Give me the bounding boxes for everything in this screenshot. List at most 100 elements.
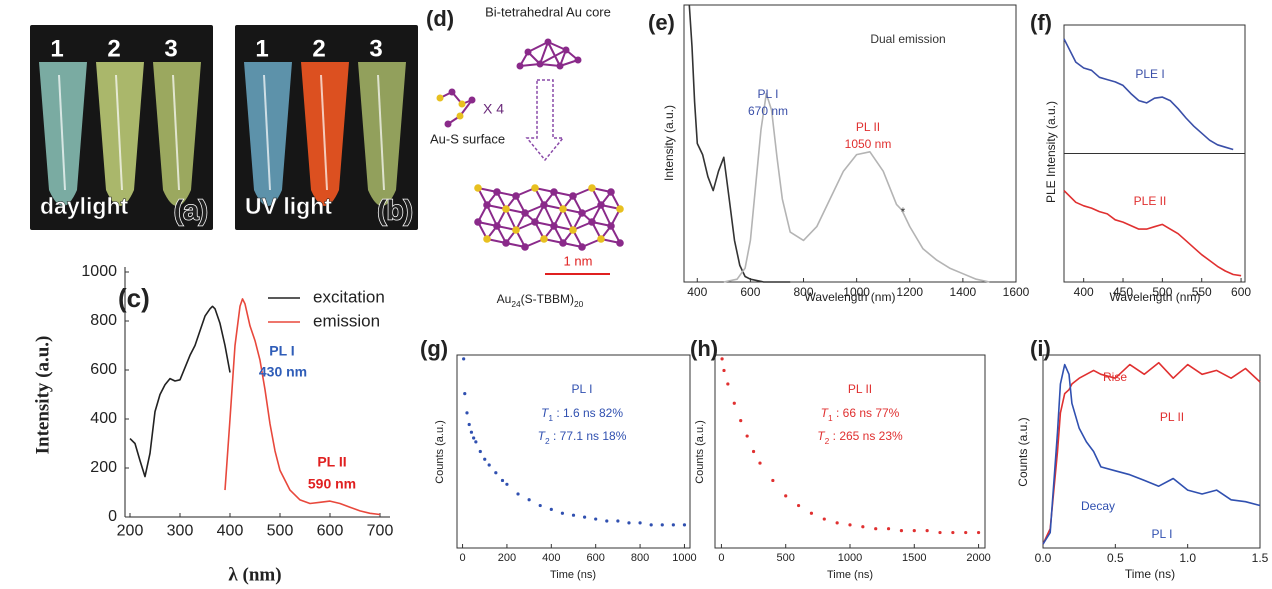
tube-number: 1 [50, 35, 63, 62]
atom [483, 201, 491, 209]
x-tick-label: 0.0 [1035, 551, 1052, 565]
tube-highlight [115, 74, 123, 191]
text-part: : 77.1 ns 18% [550, 429, 627, 443]
scatter-point [472, 436, 476, 440]
scatter-point [912, 529, 916, 533]
y-axis-label: Intensity (a.u.) [32, 336, 53, 455]
atom [493, 222, 501, 230]
atom [502, 239, 510, 247]
atom [540, 201, 548, 209]
x-tick-label: 500 [267, 523, 294, 540]
y-tick-label: 1000 [81, 263, 117, 280]
x-tick-label: 2000 [966, 552, 990, 564]
annotation: PL II [317, 454, 346, 470]
x-tick-label: 400 [1074, 285, 1094, 299]
text-part: 20 [574, 299, 584, 309]
series-label: PLE I [1135, 67, 1164, 81]
x-tick-label: 700 [367, 523, 394, 540]
annotation: PL II [1160, 410, 1184, 424]
x-tick-label: 1200 [896, 285, 923, 299]
atom [474, 184, 482, 192]
line-series [1063, 190, 1242, 277]
x-tick-label: 0 [459, 552, 465, 564]
y-tick-label: 800 [90, 312, 117, 329]
line-series [129, 305, 231, 478]
x-tick-label: 1.5 [1252, 551, 1269, 565]
bond [547, 41, 561, 67]
annotation: PL II [856, 120, 880, 134]
atom [516, 62, 524, 70]
x-tick-label: 800 [631, 552, 649, 564]
y-axis-label: Counts (a.u.) [1016, 417, 1030, 486]
text-part: (S-TBBM) [521, 292, 574, 306]
line-series [723, 92, 990, 283]
y-axis-label: PLE Intensity (a.u.) [1044, 101, 1058, 203]
text-part: T [541, 406, 550, 420]
scatter-point [925, 529, 929, 533]
text-part: 2 [825, 436, 830, 446]
scatter-point [809, 511, 814, 515]
x-tick-label: 600 [587, 552, 605, 564]
scatter-point [976, 530, 981, 535]
annotation: PL I [1152, 527, 1173, 541]
scatter-point [494, 471, 498, 475]
atom [597, 201, 605, 209]
scatter-point [465, 411, 469, 415]
scatter-point [682, 523, 687, 527]
plot-frame [456, 354, 691, 549]
text-part: : 265 ns 23% [829, 429, 903, 443]
x-tick-label: 400 [687, 285, 707, 299]
atom [550, 222, 558, 230]
photo-caption: daylight [40, 193, 129, 219]
tube-highlight [58, 74, 66, 191]
text-part: T [821, 406, 830, 420]
scatter-point [505, 482, 509, 486]
annotation: 670 nm [748, 104, 788, 118]
x-axis-label: Wavelength (nm) [1110, 290, 1201, 304]
scatter-point [938, 530, 942, 535]
x-axis-label: Wavelength (nm) [805, 290, 896, 304]
x-tick-label: 0 [718, 552, 724, 564]
text-part: 24 [511, 299, 521, 309]
annotation: PL I [758, 87, 779, 101]
annotation: * [901, 205, 906, 219]
atom [512, 192, 520, 200]
x-tick-label: 600 [1231, 285, 1251, 299]
y-axis-label: Intensity (a.u.) [662, 105, 676, 181]
scatter-point [483, 457, 487, 461]
panel-label: (h) [690, 336, 718, 361]
atom [556, 62, 564, 70]
bond [600, 204, 612, 227]
bond [543, 204, 555, 227]
tube-highlight [377, 74, 385, 191]
scatter-point [549, 507, 553, 511]
panel-label: (c) [118, 283, 150, 313]
x-tick-label: 1600 [1003, 285, 1030, 299]
x-tick-label: 1000 [843, 285, 870, 299]
bond [562, 208, 574, 231]
x-tick-label: 1400 [950, 285, 977, 299]
annotation: PL I [269, 343, 294, 359]
scatter-point [951, 530, 955, 535]
plot-frame [1042, 354, 1261, 549]
x-axis-label: λ (nm) [228, 564, 281, 585]
line-series [688, 4, 791, 283]
formula: Au24(S-TBBM)20 [497, 292, 584, 309]
scatter-point [660, 523, 664, 527]
atom [458, 100, 466, 108]
y-tick-label: 0 [108, 508, 117, 525]
atom [493, 188, 501, 196]
text-part: : 66 ns 77% [833, 406, 900, 420]
x-tick-label: 300 [167, 523, 194, 540]
annotation: T2 : 265 ns 23% [817, 429, 903, 446]
bond [527, 41, 549, 53]
atom [597, 235, 605, 243]
x-tick-label: 550 [1192, 285, 1212, 299]
atom [531, 218, 539, 226]
scatter-point [751, 449, 756, 454]
x-tick-label: 1000 [672, 552, 696, 564]
atom [448, 88, 456, 96]
text-part: 1 [548, 413, 553, 423]
x-tick-label: 500 [777, 552, 795, 564]
annotation: 1050 nm [845, 137, 892, 151]
